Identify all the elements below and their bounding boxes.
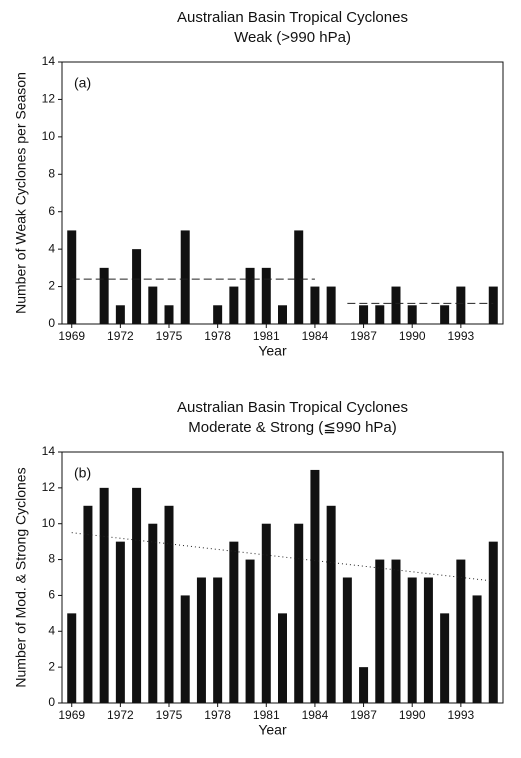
y-tick-label: 8 — [48, 166, 55, 180]
bar — [132, 487, 142, 703]
x-axis-label: Year — [258, 343, 287, 359]
x-tick-label: 1969 — [58, 708, 85, 722]
chart-subtitle: Moderate & Strong (≦990 hPa) — [188, 419, 397, 436]
x-tick-label: 1987 — [350, 708, 377, 722]
bar — [67, 613, 77, 703]
bar — [423, 577, 433, 703]
bar — [310, 286, 320, 324]
bar — [229, 541, 239, 703]
y-axis-label: Number of Weak Cyclones per Season — [13, 72, 29, 314]
bar — [488, 286, 498, 324]
x-tick-label: 1990 — [399, 329, 426, 343]
x-tick-label: 1990 — [399, 708, 426, 722]
x-tick-label: 1993 — [447, 329, 474, 343]
x-tick-label: 1972 — [107, 329, 134, 343]
bar — [229, 286, 239, 324]
chart-title: Australian Basin Tropical Cyclones — [177, 399, 408, 416]
bar — [67, 230, 77, 324]
y-tick-label: 12 — [42, 92, 56, 106]
y-tick-label: 14 — [42, 54, 56, 68]
y-tick-label: 0 — [48, 316, 55, 330]
bar — [99, 267, 109, 324]
y-tick-label: 12 — [42, 480, 56, 494]
bar — [278, 305, 287, 324]
plot-frame — [61, 61, 504, 325]
bar — [310, 469, 320, 703]
bar — [148, 523, 158, 703]
bar — [115, 541, 125, 703]
y-tick-label: 4 — [48, 241, 55, 255]
bar — [326, 286, 336, 324]
bar — [164, 305, 174, 324]
x-tick-label: 1981 — [253, 708, 280, 722]
bar — [245, 559, 255, 703]
x-tick-label: 1969 — [58, 329, 85, 343]
bar — [261, 523, 271, 703]
bar — [213, 305, 223, 324]
chart-title: Australian Basin Tropical Cyclones — [177, 9, 408, 26]
bar — [456, 286, 466, 324]
x-axis-label: Year — [258, 722, 287, 738]
bar — [115, 305, 125, 324]
bar — [407, 305, 417, 324]
bar — [359, 305, 369, 324]
bar — [83, 505, 93, 703]
bar — [456, 559, 466, 703]
x-tick-label: 1975 — [156, 708, 183, 722]
bar — [196, 577, 206, 703]
panel-label: (b) — [74, 465, 91, 481]
y-tick-label: 10 — [42, 516, 56, 530]
x-tick-label: 1978 — [204, 329, 231, 343]
y-tick-label: 0 — [48, 695, 55, 709]
bar — [278, 613, 287, 703]
bar — [391, 286, 401, 324]
y-tick-label: 2 — [48, 279, 55, 293]
x-tick-label: 1972 — [107, 708, 134, 722]
bar — [164, 505, 174, 703]
bar — [342, 577, 352, 703]
bar — [375, 559, 385, 703]
bar — [213, 577, 223, 703]
trend-line — [71, 532, 494, 582]
x-tick-label: 1975 — [156, 329, 183, 343]
x-tick-label: 1993 — [447, 708, 474, 722]
bar — [261, 267, 271, 324]
bar — [132, 249, 142, 324]
bar — [245, 267, 255, 324]
bar — [148, 286, 158, 324]
x-tick-label: 1981 — [253, 329, 280, 343]
y-axis-label: Number of Mod. & Strong Cyclones — [13, 467, 29, 687]
panel-label: (a) — [74, 75, 91, 91]
bar — [407, 577, 417, 703]
bar — [440, 613, 450, 703]
bar — [99, 487, 109, 703]
y-tick-label: 14 — [42, 444, 56, 458]
bar — [375, 305, 385, 324]
x-tick-label: 1978 — [204, 708, 231, 722]
bar — [488, 541, 498, 703]
bar — [294, 230, 304, 324]
bar — [180, 230, 190, 324]
bar — [359, 667, 369, 703]
y-tick-label: 6 — [48, 204, 55, 218]
y-tick-label: 2 — [48, 659, 55, 673]
bar — [440, 305, 450, 324]
bar — [472, 595, 482, 703]
y-tick-label: 4 — [48, 623, 55, 637]
bar — [326, 505, 336, 703]
x-tick-label: 1984 — [302, 708, 329, 722]
y-tick-label: 8 — [48, 552, 55, 566]
x-tick-label: 1984 — [302, 329, 329, 343]
x-tick-label: 1987 — [350, 329, 377, 343]
bar — [391, 559, 401, 703]
y-tick-label: 10 — [42, 129, 56, 143]
bar — [294, 523, 304, 703]
y-tick-label: 6 — [48, 588, 55, 602]
bar — [180, 595, 190, 703]
chart-subtitle: Weak (>990 hPa) — [234, 29, 351, 46]
